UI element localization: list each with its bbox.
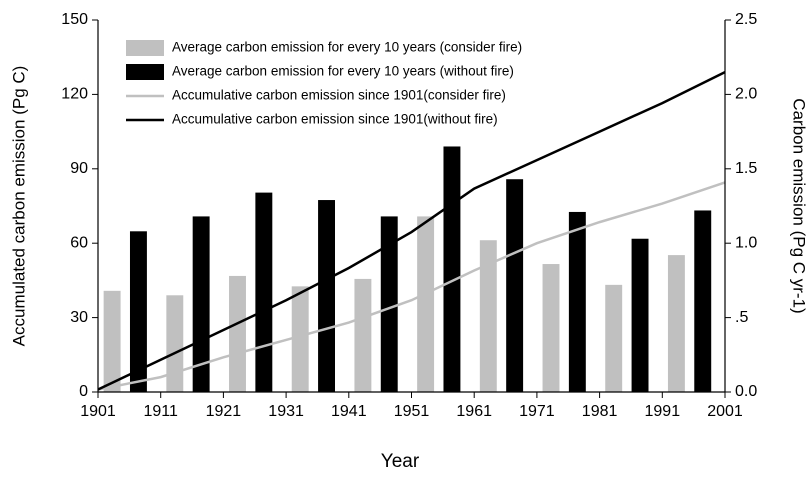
x-tick-label: 1991 — [645, 403, 681, 420]
x-axis-label: Year — [381, 451, 420, 472]
bar — [318, 200, 336, 392]
bar — [631, 238, 649, 392]
y2-tick-label: 2.0 — [735, 86, 757, 103]
bar — [542, 264, 560, 392]
bar — [229, 275, 246, 392]
bar — [506, 179, 524, 392]
bar — [354, 278, 372, 392]
bar — [380, 216, 398, 392]
y2-tick-label: 0.0 — [735, 383, 757, 400]
bar — [443, 146, 461, 392]
bar — [605, 284, 623, 392]
bar — [255, 192, 273, 392]
bar — [166, 295, 184, 392]
x-tick-label: 1941 — [331, 403, 367, 420]
line — [97, 70, 726, 391]
bar — [568, 211, 586, 392]
legend-swatch — [126, 40, 164, 56]
y2-tick-label: .5 — [735, 309, 748, 326]
legend-swatch — [126, 64, 164, 80]
line — [97, 181, 726, 391]
y2-tick-label: 2.5 — [735, 11, 757, 28]
y-tick-label: 120 — [61, 86, 88, 103]
x-tick-label: 1971 — [519, 403, 555, 420]
y2-tick-label: 1.0 — [735, 234, 757, 251]
x-tick-label: 1901 — [80, 403, 116, 420]
y2-tick-label: 1.5 — [735, 160, 757, 177]
legend-label: Average carbon emission for every 10 yea… — [172, 40, 522, 55]
y-tick-label: 30 — [70, 309, 88, 326]
bar — [694, 210, 712, 392]
y2-axis-label: Carbon emission (Pg C yr-1) — [790, 98, 809, 313]
x-tick-label: 1931 — [268, 403, 304, 420]
x-tick-label: 1921 — [206, 403, 242, 420]
bar — [129, 231, 147, 392]
x-tick-label: 1911 — [143, 403, 178, 420]
legend-label: Accumulative carbon emission since 1901(… — [172, 112, 498, 127]
legend-label: Average carbon emission for every 10 yea… — [172, 64, 514, 79]
y-tick-label: 90 — [70, 160, 88, 177]
y-tick-label: 150 — [61, 11, 88, 28]
x-tick-label: 2001 — [707, 403, 743, 420]
x-tick-label: 1981 — [582, 403, 618, 420]
bar — [667, 255, 685, 392]
legend-label: Accumulative carbon emission since 1901(… — [172, 88, 506, 103]
bar — [192, 216, 210, 392]
bar — [103, 290, 121, 392]
bar — [291, 286, 309, 392]
x-tick-label: 1961 — [456, 403, 492, 420]
y-tick-label: 0 — [79, 383, 88, 400]
y-axis-label: Accumulated carbon emission (Pg C) — [9, 66, 28, 347]
bar — [479, 240, 497, 392]
y-tick-label: 60 — [70, 234, 88, 251]
bar — [417, 216, 435, 392]
x-tick-label: 1951 — [394, 403, 430, 420]
